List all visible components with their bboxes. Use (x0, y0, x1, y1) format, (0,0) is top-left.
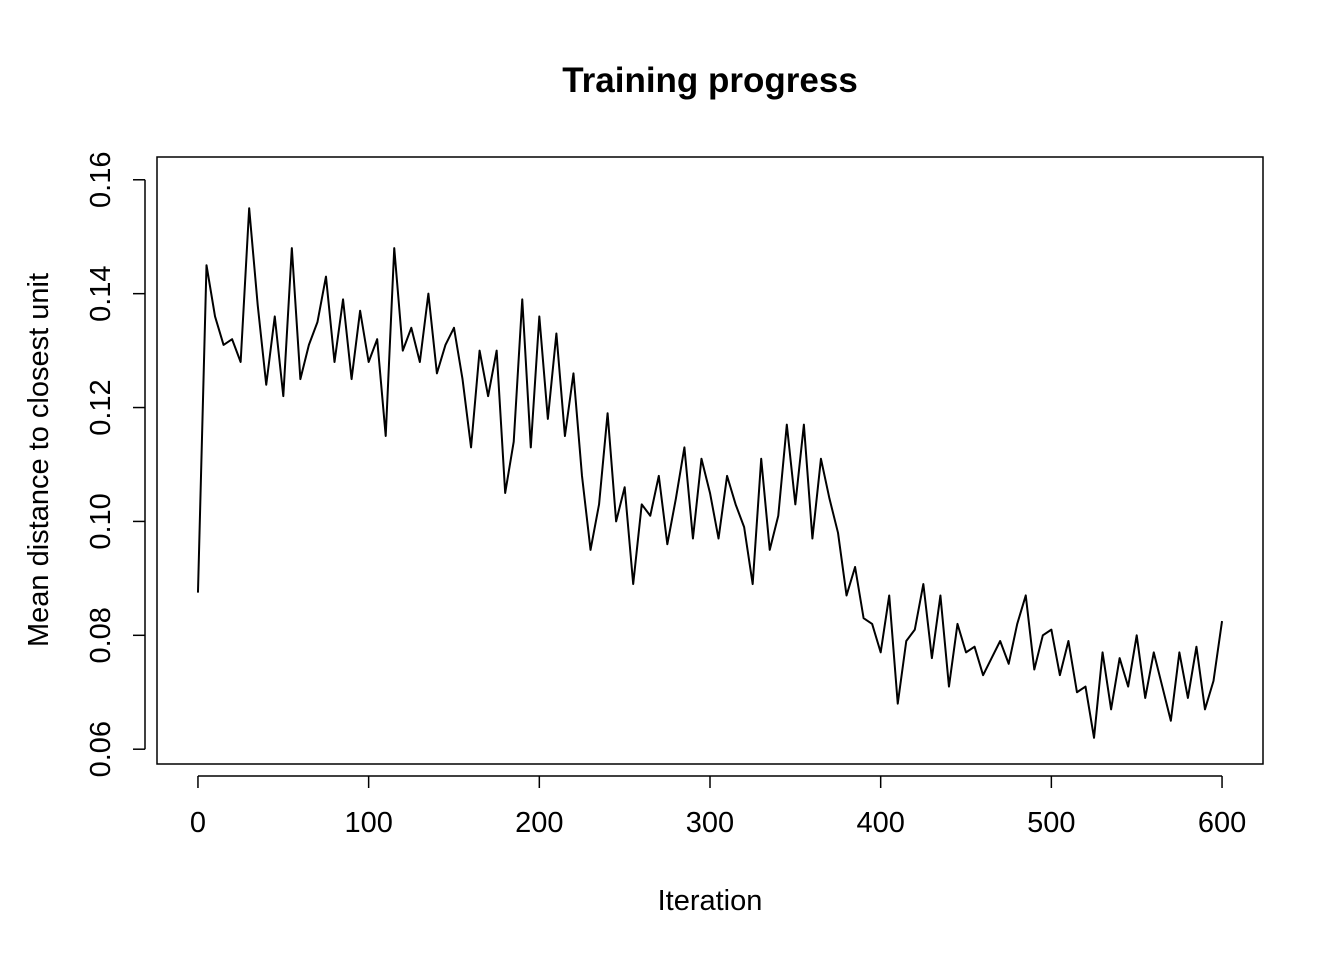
y-tick-label: 0.08 (85, 607, 117, 663)
y-tick-label: 0.16 (85, 152, 117, 208)
x-tick-label: 300 (686, 807, 734, 839)
x-tick-label: 0 (190, 807, 206, 839)
x-tick-label: 400 (856, 807, 904, 839)
line-series (196, 207, 1224, 739)
y-tick-label: 0.06 (85, 721, 117, 777)
chart-title: Training progress (562, 61, 858, 100)
x-tick-label: 200 (515, 807, 563, 839)
plot-frame (156, 156, 1264, 765)
x-tick-label: 600 (1198, 807, 1246, 839)
x-tick-label: 100 (344, 807, 392, 839)
y-tick-label: 0.14 (85, 265, 117, 321)
y-tick-label: 0.12 (85, 379, 117, 435)
x-tick-label: 500 (1027, 807, 1075, 839)
y-axis-label: Mean distance to closest unit (23, 273, 55, 647)
y-tick-label: 0.10 (85, 493, 117, 549)
x-axis-label: Iteration (658, 885, 763, 917)
